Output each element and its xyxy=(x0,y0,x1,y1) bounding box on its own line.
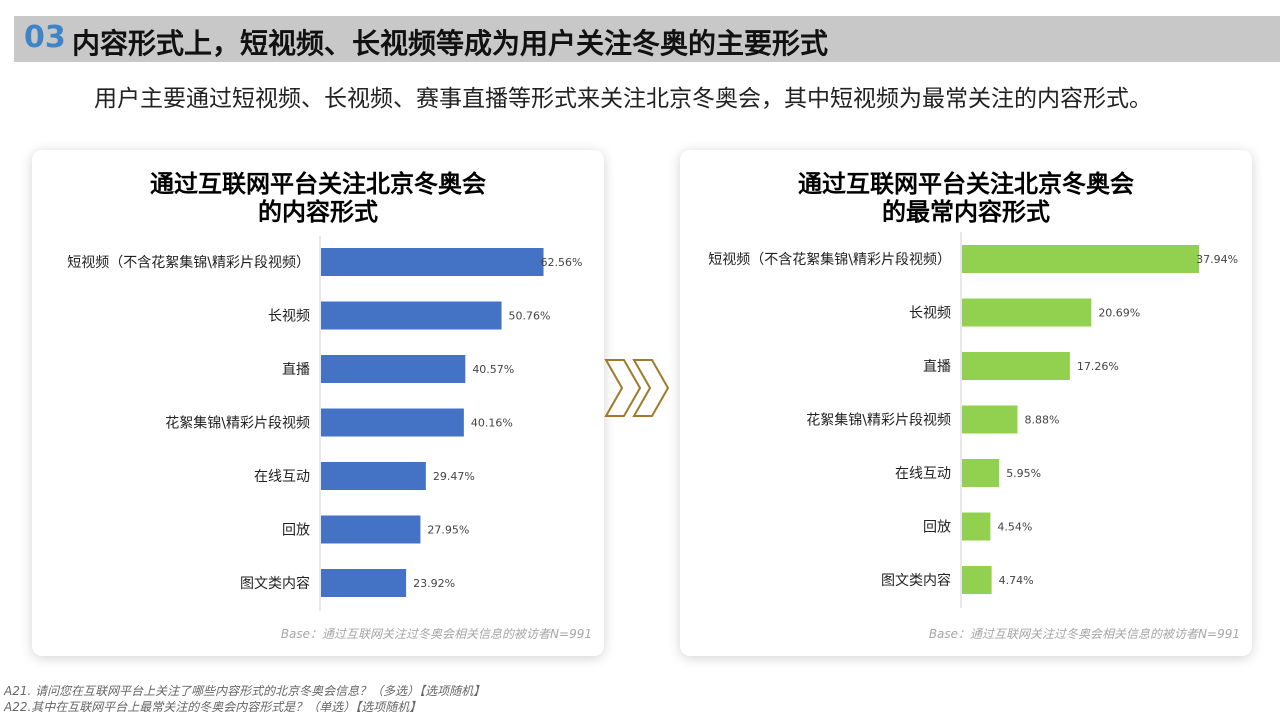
category-label: 图文类内容 xyxy=(240,575,310,592)
page-title: 内容形式上，短视频、长视频等成为用户关注冬奥的主要形式 xyxy=(72,27,829,60)
category-label: 短视频（不含花絮集锦\精彩片段视频） xyxy=(708,251,951,268)
bar xyxy=(321,248,544,276)
category-label: 图文类内容 xyxy=(881,572,951,589)
data-label: 17.26% xyxy=(1077,360,1119,373)
bar xyxy=(321,355,466,383)
bar xyxy=(962,459,1000,487)
bar-chart: 短视频（不含花絮集锦\精彩片段视频） 37.94% 长视频 20.69% 直播 17.26… xyxy=(708,232,1238,608)
data-label: 37.94% xyxy=(1196,253,1238,266)
chart-card-right: 通过互联网平台关注北京冬奥会 的最常内容形式 短视频（不含花絮集锦\精彩片段视频）… xyxy=(680,150,1252,656)
base-note: Base：通过互联网关注过冬奥会相关信息的被访者N=991 xyxy=(928,627,1240,641)
chart-title: 通过互联网平台关注北京冬奥会 的最常内容形式 xyxy=(798,170,1134,226)
bar xyxy=(962,352,1070,380)
category-label: 在线互动 xyxy=(895,466,951,482)
bar xyxy=(321,515,421,544)
category-label: 回放 xyxy=(282,523,310,539)
category-label: 长视频 xyxy=(268,309,310,325)
category-label: 花絮集锦\精彩片段视频 xyxy=(806,412,951,429)
category-label: 直播 xyxy=(923,358,951,375)
bar xyxy=(321,569,407,597)
bar xyxy=(321,301,502,330)
data-label: 23.92% xyxy=(413,577,455,590)
title-bar: 03 内容形式上，短视频、长视频等成为用户关注冬奥的主要形式 xyxy=(14,16,1280,62)
data-label: 8.88% xyxy=(1025,414,1060,427)
bar-chart: 短视频（不含花絮集锦\精彩片段视频） 62.56% 长视频 50.76% 直播 40.57… xyxy=(67,236,583,611)
footnote: A22.其中在互联网平台上最常关注的冬奥会内容形式是？（单选）【选项随机】 xyxy=(4,700,422,714)
data-label: 40.16% xyxy=(471,417,513,430)
category-label: 回放 xyxy=(923,520,951,536)
bar xyxy=(962,298,1092,327)
bar xyxy=(321,462,426,490)
bar xyxy=(321,408,464,437)
bar xyxy=(962,566,992,594)
bar xyxy=(962,405,1018,434)
data-label: 4.54% xyxy=(997,521,1032,534)
data-label: 29.47% xyxy=(433,470,475,483)
category-label: 短视频（不含花絮集锦\精彩片段视频） xyxy=(67,254,310,271)
data-label: 5.95% xyxy=(1006,467,1041,480)
chevron-arrows-icon xyxy=(604,359,670,417)
bar xyxy=(962,245,1200,273)
section-number: 03 xyxy=(24,20,66,55)
chart-card-left: 通过互联网平台关注北京冬奥会 的内容形式 短视频（不含花絮集锦\精彩片段视频） 62… xyxy=(32,150,604,656)
category-label: 在线互动 xyxy=(254,469,310,485)
category-label: 花絮集锦\精彩片段视频 xyxy=(165,415,310,432)
bar xyxy=(962,512,991,541)
data-label: 27.95% xyxy=(427,524,469,537)
category-label: 直播 xyxy=(282,361,310,378)
data-label: 40.57% xyxy=(472,363,514,376)
base-note: Base：通过互联网关注过冬奥会相关信息的被访者N=991 xyxy=(280,627,592,641)
data-label: 20.69% xyxy=(1098,307,1140,320)
data-label: 4.74% xyxy=(999,574,1034,587)
data-label: 62.56% xyxy=(541,256,583,269)
category-label: 长视频 xyxy=(909,306,951,322)
intro-text: 用户主要通过短视频、长视频、赛事直播等形式来关注北京冬奥会，其中短视频为最常关注… xyxy=(94,86,1152,112)
footnote: A21. 请问您在互联网平台上关注了哪些内容形式的北京冬奥会信息？（多选）【选项… xyxy=(4,684,486,698)
chart-title: 通过互联网平台关注北京冬奥会 的内容形式 xyxy=(150,170,486,226)
data-label: 50.76% xyxy=(509,310,551,323)
